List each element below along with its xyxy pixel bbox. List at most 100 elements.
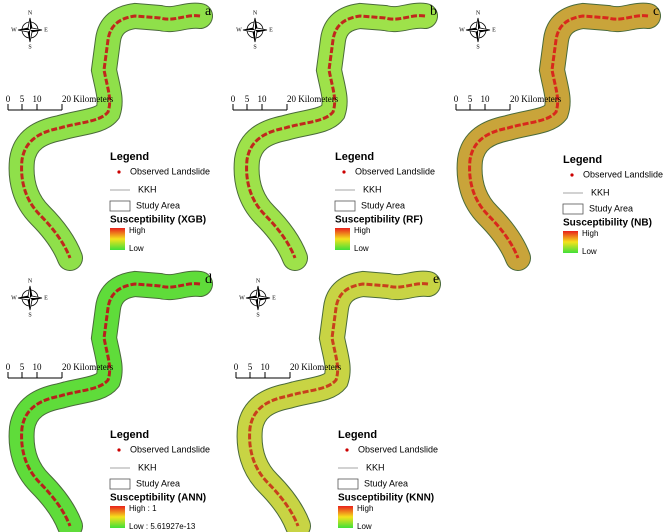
compass: N S E W [11,10,48,50]
legend-label: Study Area [364,478,408,488]
legend-label: KKH [591,187,610,197]
compass-star-fill [243,18,267,42]
legend-label: Study Area [136,478,180,488]
compass-label: W [11,27,17,33]
compass-label: S [476,44,479,50]
scale-label: 0 [6,362,11,372]
scale-label: 20 Kilometers [62,94,114,104]
study-area-symbol [109,478,131,490]
ramp-low-label: Low [582,247,597,256]
compass-label: W [11,295,17,301]
compass-label: W [459,27,465,33]
scale-label: 10 [33,362,43,372]
scale-label: 20 Kilometers [62,362,114,372]
compass-star-fill [246,286,270,310]
legend-title: Legend [338,429,377,441]
ramp-low-label: Low : 5.61927e-13 [129,522,196,531]
scale-label: 0 [231,94,236,104]
legend-label: Observed Landslide [130,166,210,176]
susceptibility-ramp [563,231,578,253]
scale-label: 20 Kilometers [510,94,562,104]
study-area-symbol [337,478,359,490]
susceptibility-title: Susceptibility (KNN) [338,493,434,504]
legend-title: Legend [335,151,374,163]
ramp-high-label: High : 1 [129,504,157,513]
compass-label: S [253,44,256,50]
compass-label: S [28,44,31,50]
legend: Legend Observed Landslide KKH Study Area Sus… [109,429,210,531]
scale-label: 10 [33,94,43,104]
high-susceptibility-core [468,14,649,259]
study-area-symbol [109,200,131,212]
map-panel: e N S E W 0 5 10 20 Kilometers Legend Observed Lan… [234,270,441,532]
compass-label: N [28,10,33,16]
legend-label: KKH [138,184,157,194]
legend-label: Observed Landslide [130,444,210,454]
study-area-symbol [562,203,584,215]
susceptibility-title: Susceptibility (NB) [563,218,652,229]
compass-label: S [256,312,259,318]
compass-star-fill [18,286,42,310]
susceptibility-ramp [110,228,125,250]
scale-label: 0 [6,94,11,104]
high-susceptibility-core [248,282,429,527]
compass-star-fill [18,18,42,42]
legend: Legend Observed Landslide KKH Study Area Sus… [562,154,663,256]
landslide-symbol [117,448,121,452]
compass: N S E W [11,278,48,318]
legend-label: KKH [363,184,382,194]
ramp-low-label: Low [354,244,369,253]
legend-label: Study Area [361,200,405,210]
scale-label: 5 [20,94,25,104]
landslide-symbol [345,448,349,452]
map-panel: c N S E W 0 5 10 20 Kilometers Legend Observed Lan… [454,2,663,271]
compass: N S E W [459,10,496,50]
susceptibility-title: Susceptibility (RF) [335,215,423,226]
high-susceptibility-core [20,282,201,527]
compass-label: N [253,10,258,16]
scale-label: 10 [261,362,271,372]
legend: Legend Observed Landslide KKH Study Area Sus… [109,151,210,253]
compass-label: N [256,278,261,284]
compass-star-fill [466,18,490,42]
compass-label: E [44,27,48,33]
high-susceptibility-core [245,14,426,259]
susceptibility-title: Susceptibility (XGB) [110,215,206,226]
ramp-low-label: Low [129,244,144,253]
compass-label: W [239,295,245,301]
compass: N S E W [236,10,273,50]
scale-label: 5 [248,362,253,372]
compass-label: E [492,27,496,33]
ramp-high-label: High [354,226,370,235]
compass-label: W [236,27,242,33]
ramp-low-label: Low [357,522,372,531]
compass-label: E [272,295,276,301]
compass-label: N [476,10,481,16]
landslide-symbol [117,170,121,174]
legend-title: Legend [110,151,149,163]
susceptibility-ramp [110,506,125,528]
susceptibility-title: Susceptibility (ANN) [110,493,206,504]
legend-label: Observed Landslide [358,444,438,454]
legend-label: Observed Landslide [355,166,435,176]
study-area-symbol [334,200,356,212]
high-susceptibility-core [20,14,201,259]
legend-label: Study Area [136,200,180,210]
scale-label: 5 [468,94,473,104]
panel-letter: a [205,4,212,19]
scale-label: 5 [20,362,25,372]
legend-title: Legend [110,429,149,441]
legend: Legend Observed Landslide KKH Study Area Sus… [337,429,438,531]
scale-label: 20 Kilometers [290,362,342,372]
scale-label: 0 [234,362,239,372]
scale-label: 5 [245,94,250,104]
landslide-symbol [570,173,574,177]
map-panel: d N S E W 0 5 10 20 Kilometers Legend Observed Lan… [6,270,213,532]
ramp-high-label: High [129,226,145,235]
panel-letter: d [205,272,212,287]
compass-label: N [28,278,33,284]
legend: Legend Observed Landslide KKH Study Area Sus… [334,151,435,253]
scale-label: 20 Kilometers [287,94,339,104]
scale-label: 10 [258,94,268,104]
